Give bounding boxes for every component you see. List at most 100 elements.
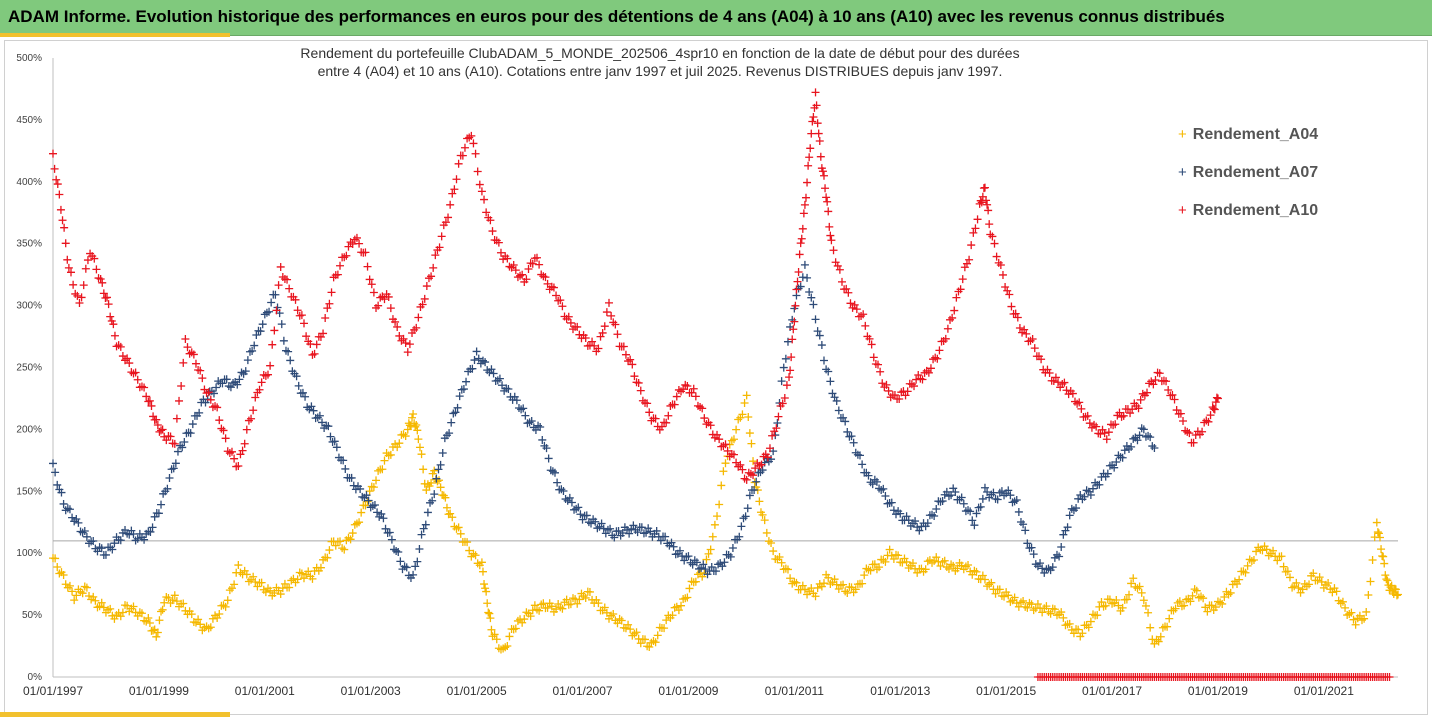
data-point-rendement-a10 [297,311,306,320]
data-point-rendement-a04 [152,632,161,641]
data-point-rendement-a10 [477,187,486,196]
data-point-rendement-a07 [315,411,324,420]
data-point-rendement-a07 [525,418,534,427]
data-point-rendement-a10 [424,274,433,283]
data-point-rendement-a07 [415,545,424,554]
data-point-rendement-a04 [1059,613,1068,622]
data-point-rendement-a10 [528,259,537,268]
data-point-rendement-a10 [244,416,253,425]
y-tick-label: 200% [16,424,42,435]
data-point-rendement-a07 [474,354,483,363]
data-point-rendement-a07 [487,365,496,374]
data-point-rendement-a04 [511,624,520,633]
data-point-rendement-a04 [1377,545,1386,554]
data-point-rendement-a07 [750,485,759,494]
data-point-rendement-a07 [1061,526,1070,535]
data-point-rendement-a10 [698,404,707,413]
data-point-rendement-a04 [710,520,719,529]
data-point-rendement-a07 [517,405,526,414]
data-point-rendement-a10 [153,420,162,429]
data-point-rendement-a07 [811,315,820,324]
data-point-rendement-a07 [209,389,218,398]
data-point-rendement-a07 [788,315,797,324]
data-point-rendement-a07 [226,383,235,392]
data-point-rendement-a07 [781,354,790,363]
data-point-rendement-a07 [591,517,600,526]
data-point-rendement-a10 [129,369,138,378]
data-point-rendement-a04 [602,608,611,617]
data-point-rendement-a04 [1165,614,1174,623]
data-point-rendement-a04 [1207,601,1216,610]
data-point-rendement-a07 [212,383,221,392]
data-point-rendement-a07 [495,374,504,383]
data-point-rendement-a04 [369,483,378,492]
data-point-rendement-a07 [1055,552,1064,561]
data-point-rendement-a10 [1213,394,1222,403]
data-point-rendement-a10 [215,416,224,425]
data-point-rendement-a07 [531,425,540,434]
data-point-rendement-a10 [1176,409,1185,418]
data-point-rendement-a07 [57,488,66,497]
data-point-rendement-a10 [465,133,474,142]
data-point-rendement-a10 [450,185,459,194]
data-point-rendement-a10 [882,380,891,389]
data-point-rendement-a10 [69,280,78,289]
data-point-rendement-a10 [505,262,514,271]
data-point-rendement-a04 [412,421,421,430]
data-point-rendement-a07 [281,346,290,355]
data-point-rendement-a10 [918,375,927,384]
data-point-rendement-a04 [1381,571,1390,580]
data-point-rendement-a04 [624,620,633,629]
data-point-rendement-a07 [49,459,57,468]
data-point-rendement-a10 [1085,419,1094,428]
data-point-rendement-a07 [74,518,83,527]
data-point-rendement-a07 [89,537,98,546]
data-point-rendement-a07 [1082,486,1091,495]
data-point-rendement-a07 [188,420,197,429]
data-point-rendement-a07 [739,514,748,523]
data-point-rendement-a04 [285,583,294,592]
data-point-rendement-a10 [626,355,635,364]
data-point-rendement-a10 [749,471,758,480]
data-point-rendement-a07 [364,496,373,505]
data-point-rendement-a04 [91,596,100,605]
data-point-rendement-a10 [291,295,300,304]
data-point-rendement-a04 [674,606,683,615]
data-point-rendement-a10 [437,232,446,241]
data-point-rendement-a04 [1046,609,1055,618]
data-point-rendement-a10 [206,395,215,404]
data-point-rendement-a10 [807,129,816,138]
data-point-rendement-a10 [414,313,423,322]
data-point-rendement-a07 [347,473,356,482]
data-point-rendement-a04 [430,466,439,475]
data-point-rendement-a10 [619,342,628,351]
data-point-rendement-a10 [793,277,802,286]
data-point-rendement-a10 [621,350,630,359]
data-point-rendement-a10 [702,420,711,429]
data-point-rendement-a10 [458,151,467,160]
data-point-rendement-a04 [194,615,203,624]
data-point-rendement-a10 [496,248,505,257]
data-point-rendement-a10 [552,291,561,300]
data-point-rendement-a04 [704,549,713,558]
data-point-rendement-a10 [566,318,575,327]
data-point-rendement-a10 [172,414,181,423]
data-point-rendement-a10 [189,350,198,359]
data-point-rendement-a07 [339,456,348,465]
data-point-rendement-a10 [92,265,101,274]
data-point-rendement-a10 [1168,390,1177,399]
data-point-rendement-a07 [819,356,828,365]
data-point-rendement-a07 [720,558,729,567]
data-point-rendement-a07 [498,381,507,390]
data-point-rendement-a07 [1120,446,1129,455]
data-point-rendement-a10 [116,342,125,351]
data-point-rendement-a04 [293,575,302,584]
data-point-rendement-a10 [376,293,385,302]
data-point-rendement-a04 [68,587,77,596]
data-point-rendement-a10 [441,218,450,227]
data-point-rendement-a04 [630,629,639,638]
data-point-rendement-a07 [737,522,746,531]
data-point-rendement-a04 [1341,603,1350,612]
data-point-rendement-a07 [805,287,814,296]
data-point-rendement-a04 [800,585,809,594]
